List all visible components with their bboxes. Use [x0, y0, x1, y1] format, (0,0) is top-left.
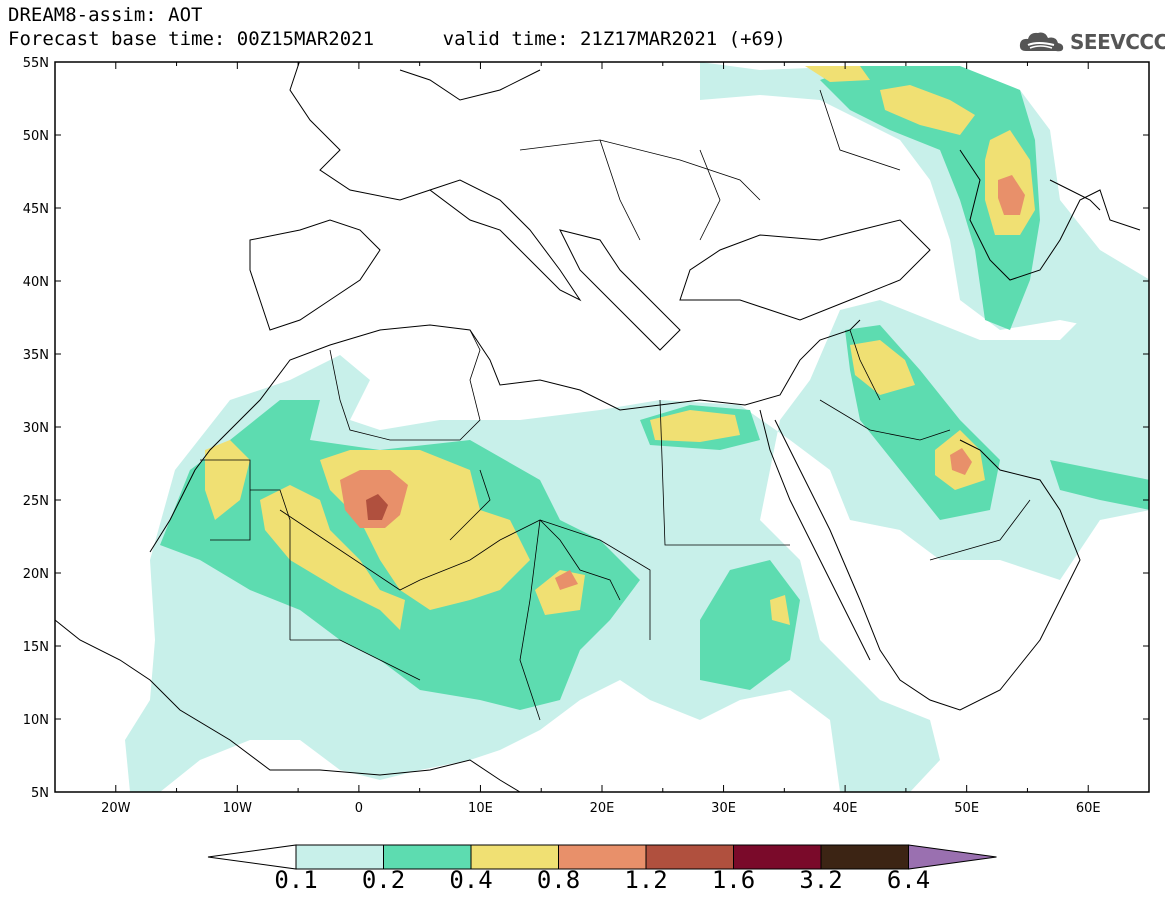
country-borders	[200, 89, 1031, 721]
colorbar-label: 3.2	[799, 866, 843, 894]
lon-label: 40E	[833, 801, 858, 816]
colorbar	[207, 844, 997, 870]
lat-label: 10N	[23, 713, 49, 728]
lat-label: 45N	[23, 202, 49, 217]
latitude-labels: 55N 50N 45N 40N 35N 30N 25N 20N 15N 10N 5N	[23, 56, 49, 801]
lon-label: 50E	[954, 801, 979, 816]
lon-label: 60E	[1076, 801, 1101, 816]
longitude-labels: 20W 10W 0 10E 20E 30E 40E 50E 60E	[101, 801, 1101, 816]
aot-level-1-2	[366, 494, 388, 520]
colorbar-high-arrow	[908, 844, 997, 870]
colorbar-label: 6.4	[886, 866, 931, 894]
lat-label: 30N	[23, 421, 49, 436]
colorbar-swatch	[470, 844, 559, 870]
colorbar-label: 0.8	[536, 866, 581, 894]
colorbar-label: 1.6	[711, 866, 756, 894]
lat-label: 15N	[23, 640, 49, 655]
lon-label: 10W	[223, 801, 253, 816]
seevccc-logo: SEEVCCC	[1018, 28, 1165, 56]
lon-label: 30E	[711, 801, 736, 816]
colorbar-swatch	[820, 844, 909, 870]
colorbar-swatch	[295, 844, 384, 870]
lat-label: 35N	[23, 348, 49, 363]
forecast-time-info: Forecast base time: 00Z15MAR2021 valid t…	[8, 28, 786, 50]
lat-label: 20N	[23, 567, 49, 582]
aot-level-0-4	[205, 66, 1035, 630]
colorbar-swatch	[558, 844, 647, 870]
map-title: DREAM8-assim: AOT	[8, 4, 203, 26]
aot-shading	[125, 62, 1149, 792]
lat-label: 55N	[23, 56, 49, 71]
cloud-icon	[1019, 32, 1064, 52]
lat-label: 5N	[31, 786, 49, 801]
axis-ticks	[54, 61, 1150, 793]
lon-label: 20E	[590, 801, 615, 816]
lat-label: 50N	[23, 129, 49, 144]
colorbar-swatch	[733, 844, 822, 870]
colorbar-swatch	[383, 844, 472, 870]
lat-label: 40N	[23, 275, 49, 290]
lon-label: 10E	[468, 801, 493, 816]
lon-label: 20W	[101, 801, 131, 816]
colorbar-label: 0.1	[274, 866, 318, 894]
logo-text: SEEVCCC	[1070, 30, 1165, 54]
lat-label: 25N	[23, 494, 49, 509]
coastlines	[55, 62, 1141, 792]
colorbar-label: 1.2	[624, 866, 668, 894]
colorbar-label: 0.4	[449, 866, 493, 894]
lon-label: 0	[355, 801, 363, 816]
colorbar-label: 0.2	[361, 866, 406, 894]
